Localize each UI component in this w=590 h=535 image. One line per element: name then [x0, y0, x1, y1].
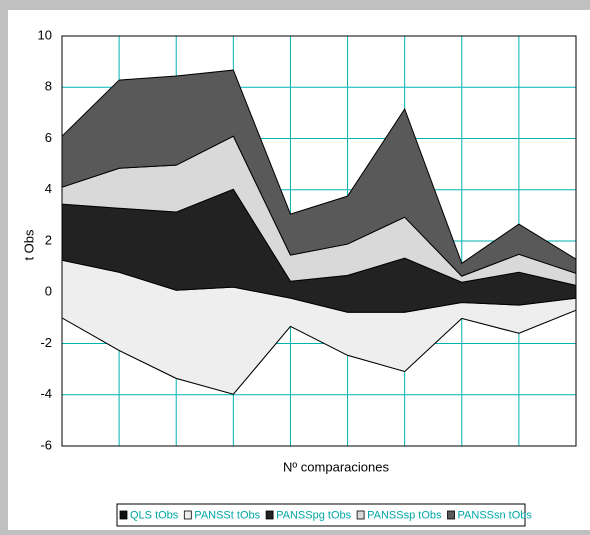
- legend: QLS tObs PANSSt tObs PANSSpg tObs PANSSsp t…: [119, 509, 533, 521]
- legend-swatch: [447, 510, 455, 520]
- legend-label: PANSSt tObs: [194, 509, 260, 521]
- x-axis-title: Nº comparaciones: [283, 459, 389, 474]
- legend-swatch: [119, 510, 128, 520]
- y-tick-label: 8: [45, 79, 52, 94]
- legend-label: QLS tObs: [130, 509, 179, 521]
- legend-swatch: [183, 510, 192, 520]
- y-tick-label: 4: [45, 181, 52, 196]
- y-tick-label: 6: [45, 130, 52, 145]
- y-tick-label: -4: [40, 386, 52, 401]
- legend-label: PANSSsp tObs: [367, 509, 442, 521]
- y-tick-label: 0: [45, 284, 52, 299]
- y-tick-label: 2: [45, 232, 52, 247]
- plot-border: [61, 35, 577, 447]
- y-axis-title: t Obs: [21, 229, 36, 261]
- y-tick-label: 10: [38, 27, 52, 42]
- legend-label: PANSSpg tObs: [276, 509, 351, 521]
- y-tick-label: -6: [40, 437, 52, 452]
- legend-label: PANSSsn tObs: [458, 509, 533, 521]
- legend-swatch: [265, 510, 274, 520]
- legend-box: [116, 503, 526, 527]
- legend-swatch: [356, 510, 365, 520]
- plot-area: [61, 35, 577, 447]
- y-tick-label: -2: [40, 335, 52, 350]
